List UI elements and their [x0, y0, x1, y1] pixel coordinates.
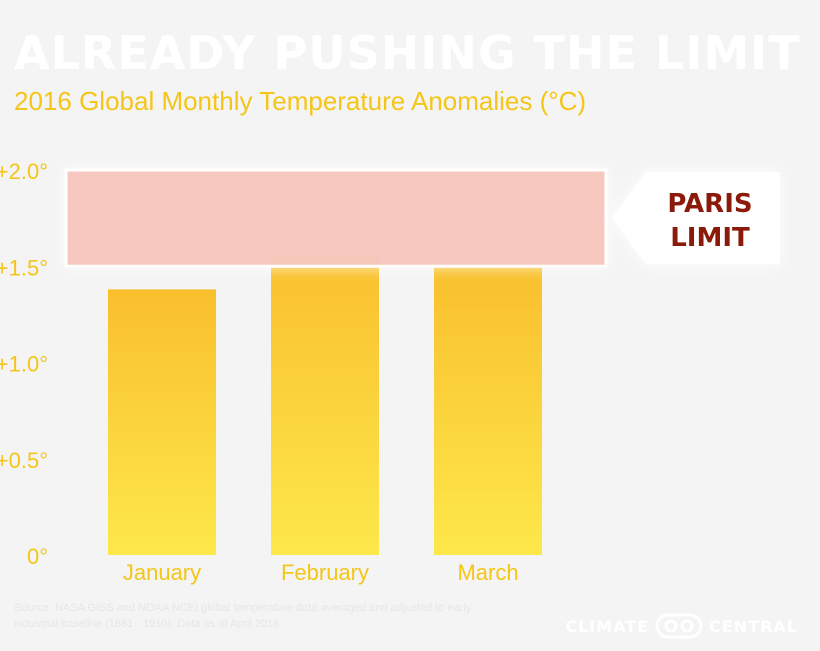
- y-tick-label: +2.0°: [0, 159, 48, 184]
- x-tick-label: February: [281, 560, 369, 585]
- x-axis: January February March: [123, 560, 519, 585]
- bar-february: [271, 254, 379, 555]
- paris-limit-callout: PARIS LIMIT: [612, 172, 780, 265]
- bars: [108, 254, 542, 555]
- brand-logo: CLIMATE CENTRAL: [565, 612, 798, 640]
- x-tick-label: January: [123, 560, 201, 585]
- callout-label-line: PARIS: [667, 189, 752, 219]
- y-tick-label: +0.5°: [0, 448, 48, 473]
- bar-march: [434, 266, 542, 555]
- chart-subtitle: 2016 Global Monthly Temperature Anomalie…: [14, 86, 587, 116]
- chart-title: ALREADY PUSHING THE LIMIT: [14, 26, 801, 80]
- climate-central-logo-icon: [655, 613, 703, 639]
- brand-name-left: CLIMATE: [565, 616, 650, 636]
- y-axis: 0° +0.5° +1.0° +1.5° +2.0°: [0, 159, 48, 569]
- band-rect: [64, 168, 608, 268]
- callout-label-line: LIMIT: [670, 223, 750, 253]
- paris-limit-band: [64, 168, 608, 268]
- callout-box: [612, 172, 780, 265]
- y-tick-label: +1.0°: [0, 352, 48, 377]
- source-note: Source: NASA GISS and NOAA NCEI global t…: [14, 602, 472, 630]
- x-tick-label: March: [457, 560, 518, 585]
- y-tick-label: 0°: [27, 544, 48, 569]
- y-tick-label: +1.5°: [0, 255, 48, 280]
- brand-name-right: CENTRAL: [709, 616, 798, 636]
- bar-january: [108, 289, 216, 555]
